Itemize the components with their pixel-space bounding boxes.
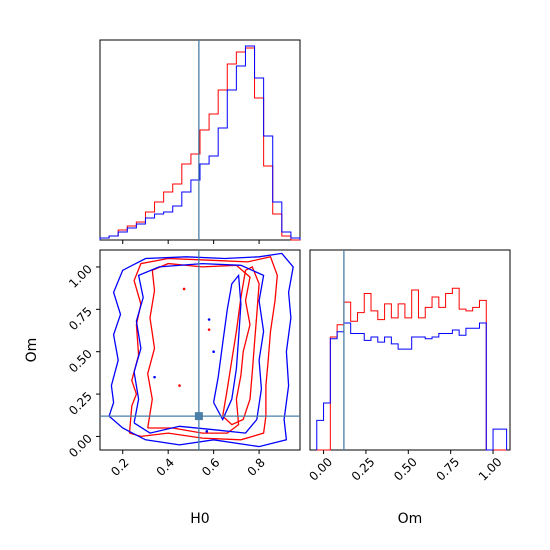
- contour-xtick-label-0: 0.2: [108, 455, 131, 478]
- contour-series-0-level-2: [222, 266, 260, 426]
- contour-ytick-label-4: 1.00: [66, 262, 95, 291]
- contour-ytick-label-0: 0.00: [66, 431, 95, 460]
- contour-dot-3: [212, 350, 215, 353]
- contour-series-0-level-0: [128, 256, 278, 441]
- om-hist-xtick-label-2: 0.50: [391, 455, 420, 484]
- contour-dot-2: [207, 328, 211, 331]
- contour-dot-5: [178, 384, 181, 387]
- contour-series-1-level-2: [212, 273, 242, 421]
- om-hist-xtick-label-1: 0.25: [349, 455, 378, 484]
- h0-hist-series-1-step: [99, 45, 301, 240]
- contour-dot-6: [205, 430, 209, 433]
- om-hist-series-1-step: [316, 322, 508, 451]
- contour-ytick-label-2: 0.50: [66, 347, 95, 376]
- contour-xtick-label-3: 0.8: [245, 455, 268, 478]
- om-hist-xlabel: Om: [398, 511, 423, 527]
- om-hist-series-0-step: [316, 287, 507, 451]
- contour-dot-4: [153, 375, 156, 379]
- contour-series-1-level-1: [133, 262, 265, 434]
- om-hist-xtick-label-4: 1.00: [476, 455, 505, 484]
- h0-hist-frame: [99, 39, 301, 241]
- contour-xtick-label-1: 0.4: [154, 455, 177, 478]
- om-hist-frame: [309, 249, 511, 451]
- contour-ytick-label-3: 0.75: [66, 304, 95, 333]
- contour-ytick-label-1: 0.25: [66, 389, 95, 418]
- contour-xtick-label-2: 0.6: [199, 455, 222, 478]
- contour-frame: [99, 249, 301, 451]
- contour-truth-marker: [194, 412, 203, 421]
- contour-series-0-level-1: [147, 262, 251, 434]
- contour-ylabel: Om: [24, 338, 40, 363]
- contour-dot-1: [207, 318, 211, 321]
- om-hist-xtick-label-0: 0.00: [306, 455, 335, 484]
- contour-dot-0: [182, 287, 186, 291]
- om-hist-xtick-label-3: 0.75: [433, 455, 462, 484]
- contour-xlabel: H0: [190, 511, 209, 527]
- contour-series-1-level-0: [108, 252, 294, 448]
- h0-hist-series-0-step: [99, 47, 300, 241]
